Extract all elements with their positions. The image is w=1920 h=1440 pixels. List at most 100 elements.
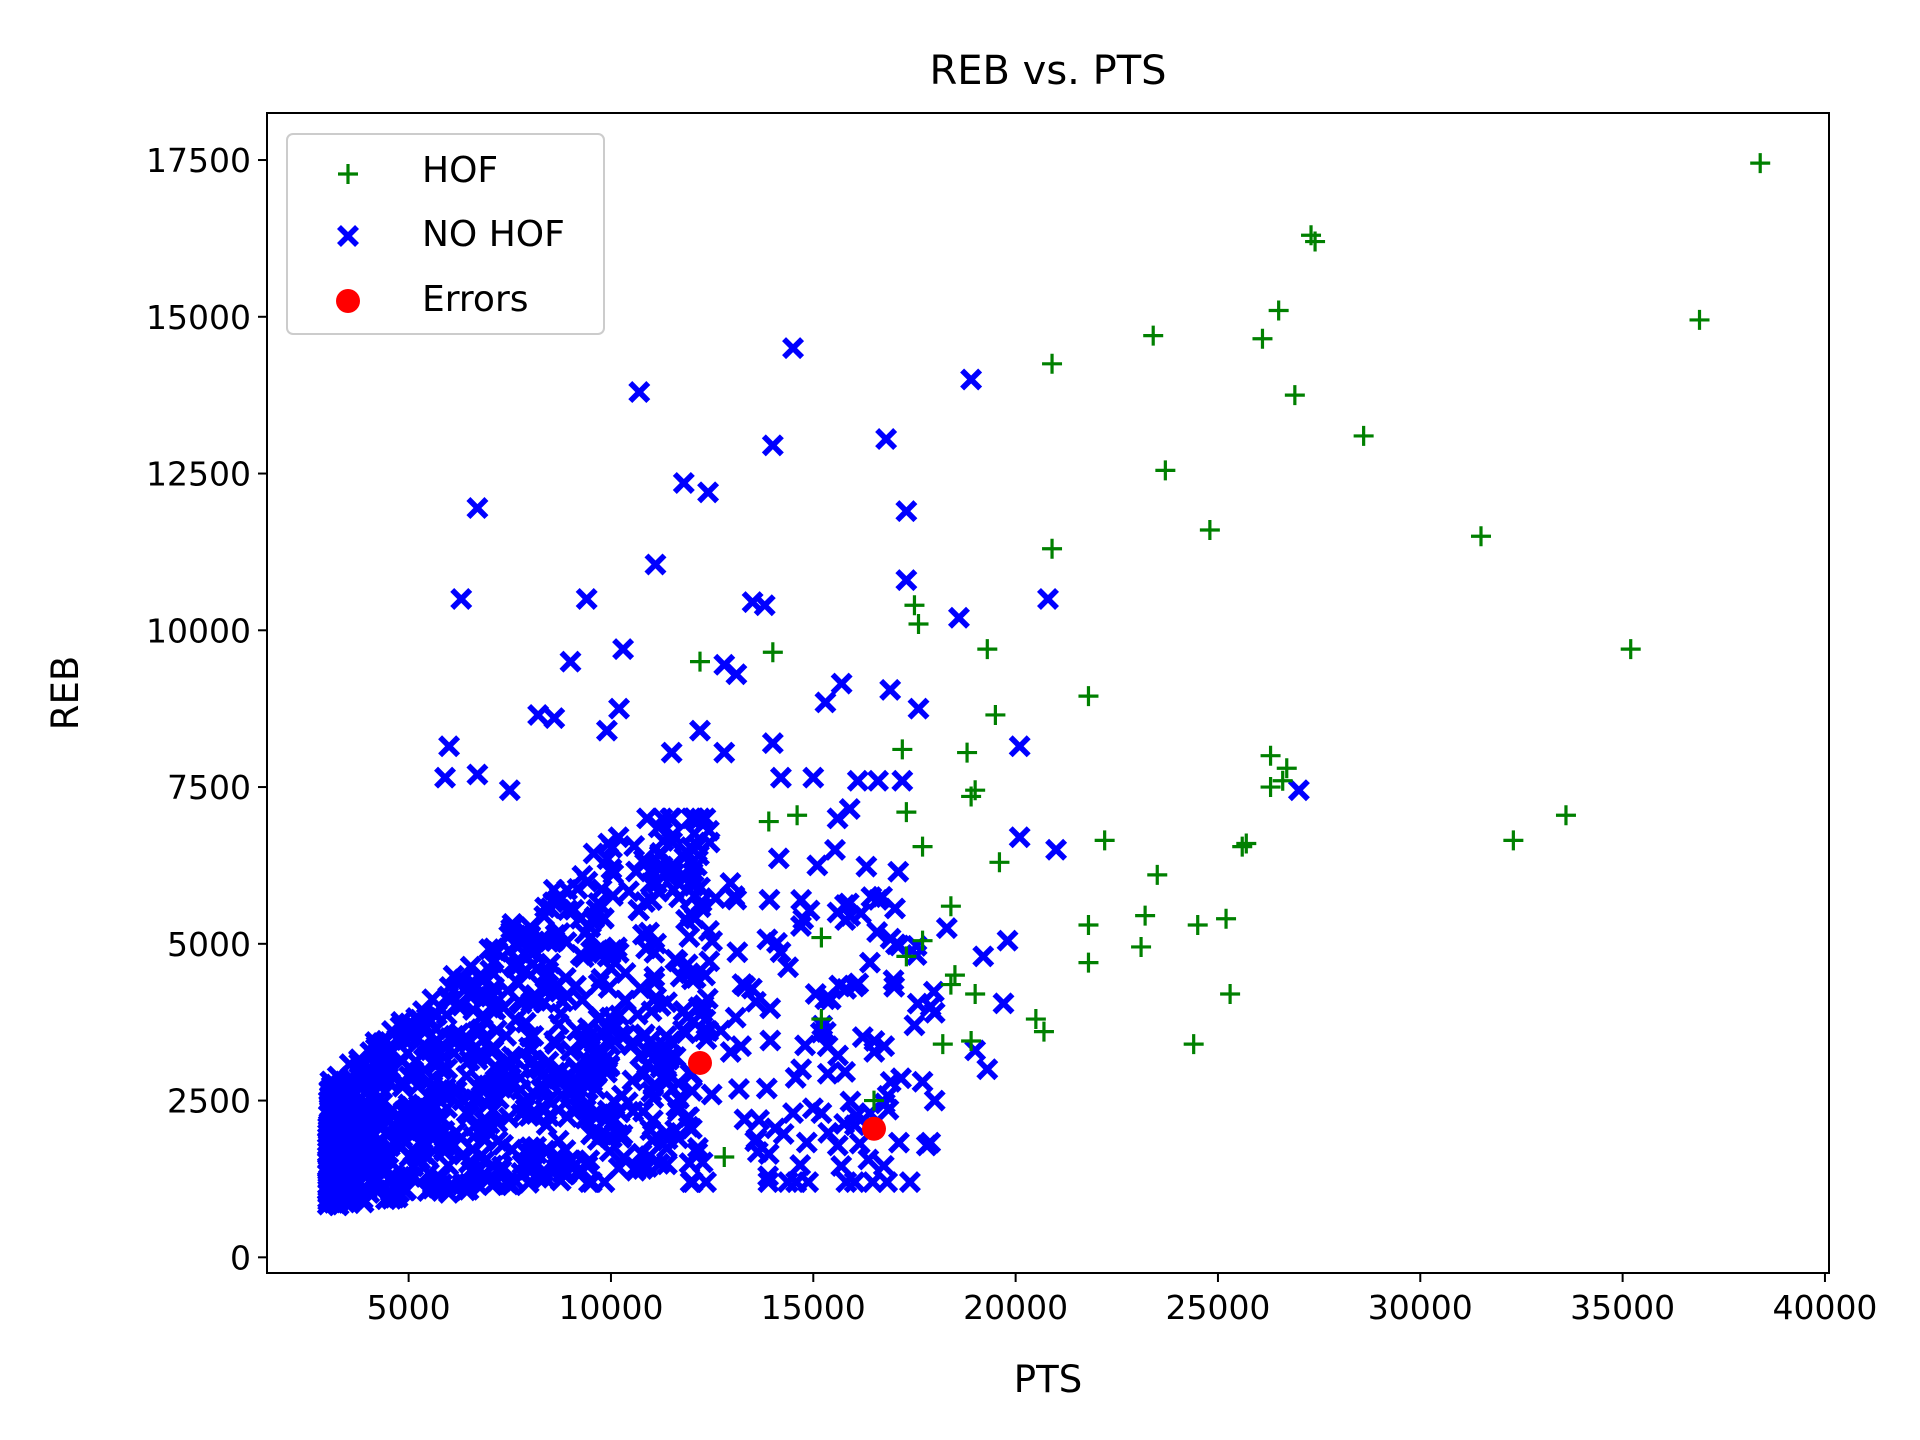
no-hof-cloud-point — [387, 1108, 410, 1131]
no-hof-cloud-point — [755, 1077, 778, 1100]
no-hof-cloud-point — [777, 956, 800, 979]
y-tick-label: 5000 — [167, 925, 251, 964]
no-hof-cloud-point — [772, 1122, 795, 1145]
no-hof-cloud-point — [373, 1060, 396, 1083]
no-hof-cloud-point — [438, 1027, 461, 1050]
no-hof-cloud-point — [469, 1018, 492, 1041]
hof-point — [1232, 836, 1253, 857]
no-hof-point — [434, 766, 457, 789]
hof-point — [811, 1009, 832, 1030]
no-hof-cloud-point — [417, 1070, 440, 1093]
no-hof-cloud-point — [514, 1011, 537, 1034]
no-hof-cloud-point — [592, 907, 615, 930]
no-hof-point — [960, 368, 983, 391]
no-hof-point — [911, 1070, 934, 1093]
hof-point — [1033, 1021, 1054, 1042]
no-hof-cloud-point — [580, 1171, 603, 1194]
hof-point — [904, 595, 925, 616]
no-hof-point — [846, 769, 869, 792]
hof-point — [1750, 153, 1771, 174]
hof-point — [1353, 425, 1374, 446]
no-hof-cloud-point — [635, 1053, 658, 1076]
no-hof-point — [559, 650, 582, 673]
chart-title: REB vs. PTS — [929, 48, 1166, 94]
no-hof-cloud-point — [668, 872, 691, 895]
no-hof-point — [867, 769, 890, 792]
no-hof-cloud-point — [508, 923, 531, 946]
no-hof-cloud-point — [698, 950, 721, 973]
no-hof-point — [923, 1001, 946, 1024]
no-hof-cloud-point — [482, 998, 505, 1021]
x-tick-label: 5000 — [367, 1288, 451, 1327]
hof-point — [1284, 385, 1305, 406]
no-hof-point — [450, 587, 473, 610]
no-hof-cloud-point — [789, 1154, 812, 1177]
no-hof-point — [438, 735, 461, 758]
no-hof-cloud-point — [565, 1019, 588, 1042]
hof-point — [1131, 936, 1152, 957]
no-hof-cloud-point — [797, 1171, 820, 1194]
no-hof-cloud-point — [839, 1090, 862, 1113]
hof-point — [1216, 908, 1237, 929]
hof-point — [1620, 639, 1641, 660]
no-hof-cloud-point — [648, 844, 671, 867]
no-hof-cloud-point — [689, 876, 712, 899]
hof-point — [1260, 745, 1281, 766]
no-hof-point — [761, 732, 784, 755]
no-hof-point — [802, 766, 825, 789]
no-hof-cloud-point — [547, 1067, 570, 1090]
no-hof-cloud-point — [465, 1159, 488, 1182]
no-hof-point — [826, 901, 849, 924]
no-hof-cloud-point — [884, 933, 907, 956]
hof-point — [957, 742, 978, 763]
no-hof-point — [680, 1117, 703, 1140]
no-hof-cloud-point — [719, 1040, 742, 1063]
no-hof-cloud-point — [480, 1074, 503, 1097]
no-hof-cloud-point — [643, 941, 666, 964]
y-tick-label: 17500 — [146, 141, 251, 180]
no-hof-cloud-point — [322, 1174, 345, 1197]
no-hof-cloud-point — [582, 842, 605, 865]
no-hof-point — [769, 766, 792, 789]
hof-point — [863, 1090, 884, 1111]
no-hof-point — [688, 719, 711, 742]
hof-point — [1147, 864, 1168, 885]
no-hof-cloud-point — [731, 973, 754, 996]
no-hof-cloud-point — [463, 1088, 486, 1111]
no-hof-point — [996, 929, 1019, 952]
no-hof-cloud-point — [683, 822, 706, 845]
hof-point — [1470, 526, 1491, 547]
no-hof-cloud-point — [816, 1062, 839, 1085]
no-hof-point — [790, 1058, 813, 1081]
hof-point — [1199, 519, 1220, 540]
no-hof-cloud-point — [873, 1092, 896, 1115]
x-tick-label: 15000 — [761, 1288, 866, 1327]
hof-point — [940, 974, 961, 995]
no-hof-point — [887, 860, 910, 883]
no-hof-cloud-point — [492, 1133, 515, 1156]
no-hof-cloud-point — [627, 898, 650, 921]
no-hof-point — [672, 471, 695, 494]
hof-point — [1143, 325, 1164, 346]
no-hof-point — [992, 992, 1015, 1015]
no-hof-point — [660, 741, 683, 764]
no-hof-cloud-point — [681, 1079, 704, 1102]
no-hof-cloud-point — [641, 1109, 664, 1132]
no-hof-cloud-point — [866, 921, 889, 944]
no-hof-cloud-point — [642, 988, 665, 1011]
x-tick-label: 20000 — [963, 1288, 1068, 1327]
hof-point — [1094, 830, 1115, 851]
error-point — [687, 1050, 712, 1075]
no-hof-cloud-point — [460, 1159, 483, 1182]
no-hof-cloud-point — [890, 1067, 913, 1090]
y-tick-label: 12500 — [146, 455, 251, 494]
no-hof-cloud-point — [317, 1122, 340, 1145]
no-hof-cloud-point — [565, 1056, 588, 1079]
no-hof-cloud-point — [680, 807, 703, 830]
hof-point — [1078, 915, 1099, 935]
hof-point — [965, 983, 986, 1004]
x-tick-label: 10000 — [558, 1288, 663, 1327]
no-hof-cloud-point — [394, 1179, 417, 1202]
hof-point — [912, 930, 933, 951]
no-hof-cloud-point — [719, 872, 742, 895]
